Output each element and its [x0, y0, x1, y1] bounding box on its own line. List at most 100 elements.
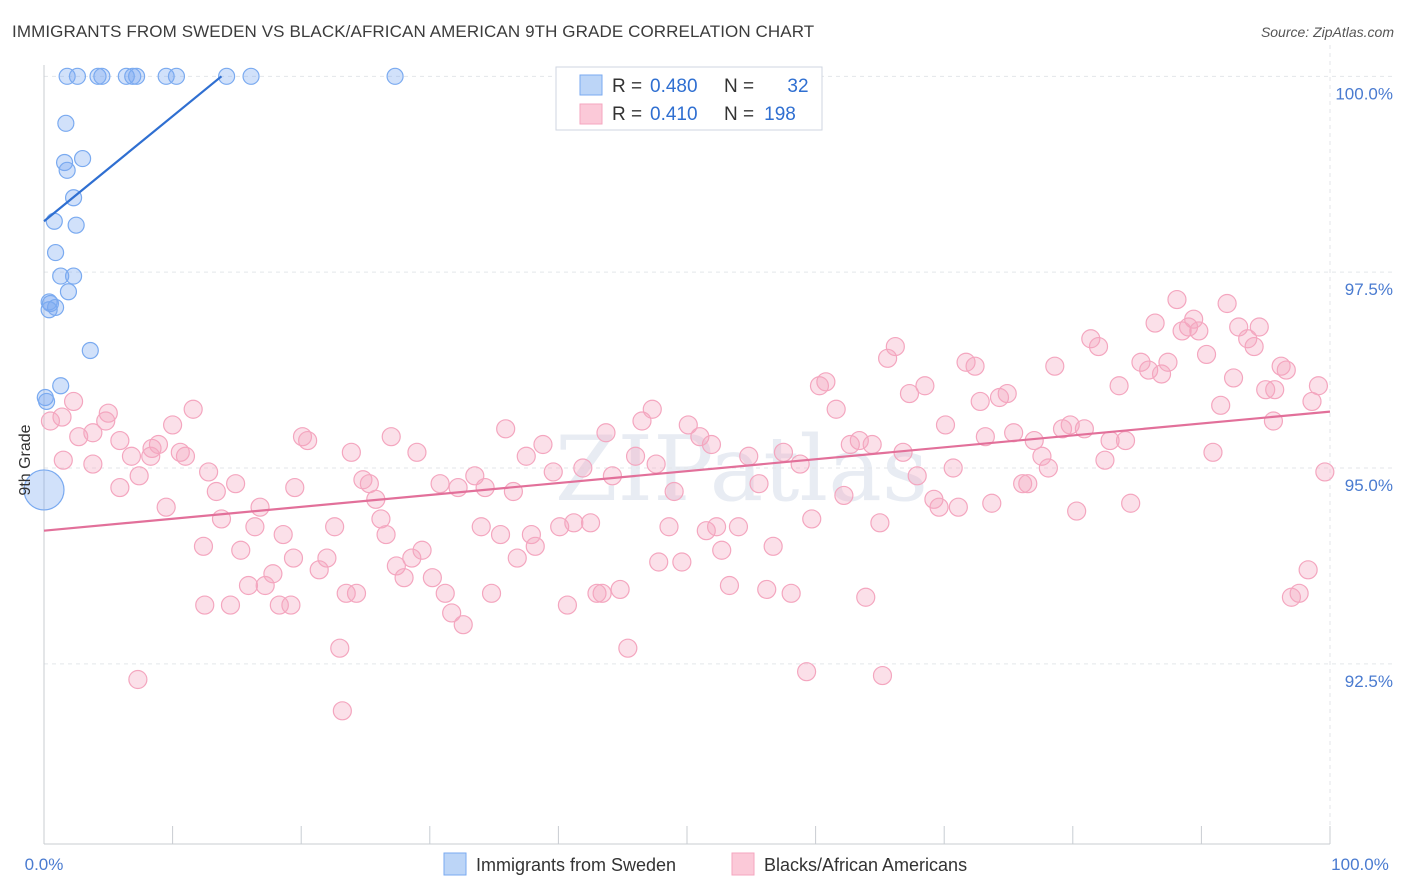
chart-title: IMMIGRANTS FROM SWEDEN VS BLACK/AFRICAN … — [12, 22, 815, 41]
point-black-122 — [885, 336, 905, 357]
point-black-135 — [975, 427, 995, 447]
point-black-52 — [376, 524, 396, 545]
point-sweden-1 — [68, 67, 87, 85]
point-black-171 — [1223, 368, 1244, 388]
point-black-96 — [690, 427, 710, 447]
point-black-6 — [98, 403, 118, 423]
point-black-2 — [63, 391, 84, 412]
point-black-84 — [596, 423, 616, 443]
point-black-178 — [1265, 380, 1285, 400]
point-black-144 — [1038, 458, 1058, 478]
point-black-165 — [1184, 309, 1204, 329]
point-black-47 — [346, 583, 367, 603]
legend-n-value-1: 32 — [787, 76, 808, 97]
point-sweden-15 — [58, 161, 76, 179]
point-black-11 — [129, 466, 149, 486]
point-sweden-26 — [40, 301, 58, 319]
point-black-67 — [475, 477, 495, 498]
point-black-191 — [646, 454, 666, 474]
point-black-82 — [580, 513, 601, 533]
point-sweden-20 — [52, 267, 70, 285]
series-legend: Immigrants from Sweden Blacks/African Am… — [443, 852, 967, 876]
point-black-69 — [490, 524, 511, 545]
point-black-12 — [110, 477, 130, 498]
point-black-131 — [948, 497, 968, 517]
point-black-24 — [206, 481, 226, 502]
point-black-70 — [496, 419, 516, 439]
point-sweden-22 — [59, 283, 78, 301]
y-tick-label-3: 92.5% — [1345, 672, 1393, 691]
point-black-14 — [141, 446, 161, 466]
point-sweden-2 — [89, 67, 107, 85]
legend-swatch-pink — [579, 103, 603, 125]
point-black-189 — [872, 665, 893, 686]
legend-swatch-blue — [579, 74, 603, 96]
point-black-8 — [83, 454, 103, 474]
axes — [43, 65, 1331, 845]
point-black-130 — [943, 458, 963, 478]
point-black-79 — [557, 595, 578, 615]
point-black-86 — [610, 579, 630, 600]
point-black-100 — [712, 540, 732, 560]
point-black-117 — [849, 430, 869, 451]
point-black-118 — [856, 587, 876, 607]
trend-lines — [43, 75, 1331, 532]
point-black-97 — [696, 521, 716, 541]
point-black-88 — [625, 446, 646, 466]
point-black-182 — [1289, 583, 1309, 603]
point-sweden-18 — [45, 212, 63, 230]
point-black-168 — [1203, 442, 1223, 462]
point-black-113 — [816, 372, 836, 392]
point-black-186 — [1315, 462, 1335, 482]
y-axis-label: 9th Grade — [17, 424, 34, 495]
point-black-32 — [255, 575, 275, 596]
point-black-162 — [1167, 289, 1187, 310]
bottom-legend-swatch-pink — [731, 852, 755, 876]
point-sweden-14 — [73, 149, 92, 168]
point-black-145 — [1045, 356, 1065, 376]
point-sweden-12 — [57, 114, 75, 132]
point-black-10 — [121, 446, 142, 466]
point-black-78 — [550, 517, 570, 537]
series-immigrants-from-sweden — [23, 67, 404, 511]
point-black-1 — [52, 407, 72, 427]
point-sweden-11 — [386, 67, 404, 85]
point-black-41 — [309, 560, 329, 580]
point-sweden-19 — [46, 243, 65, 262]
point-black-159 — [1145, 313, 1165, 333]
point-black-38 — [285, 477, 305, 498]
point-black-183 — [1298, 560, 1318, 580]
point-black-34 — [269, 595, 289, 615]
point-black-5 — [96, 411, 116, 431]
point-black-7 — [53, 450, 73, 470]
point-black-55 — [394, 568, 414, 588]
point-black-4 — [83, 423, 103, 443]
point-black-23 — [199, 462, 219, 482]
point-black-31 — [250, 497, 270, 517]
point-black-185 — [1308, 376, 1329, 396]
point-black-170 — [1217, 293, 1237, 314]
point-black-37 — [283, 548, 304, 568]
point-black-71 — [503, 481, 523, 502]
point-black-64 — [453, 615, 473, 635]
legend-r-value-1: 0.480 — [650, 76, 698, 97]
point-sweden-27 — [81, 341, 99, 360]
legend-n-label-2: N = — [724, 104, 754, 125]
point-black-40 — [298, 430, 318, 451]
point-black-114 — [826, 399, 846, 419]
point-black-128 — [929, 497, 949, 517]
y-tick-label-0: 100.0% — [1335, 84, 1393, 103]
point-black-133 — [965, 356, 985, 376]
point-sweden-6 — [127, 67, 146, 85]
y-tick-label-1: 97.5% — [1345, 280, 1393, 299]
point-sweden-3 — [93, 67, 111, 85]
point-black-0 — [40, 411, 61, 431]
point-black-15 — [148, 434, 169, 455]
point-black-94 — [672, 552, 692, 572]
y-tick-labels: 100.0% 97.5% 95.0% 92.5% — [1335, 84, 1393, 691]
point-black-16 — [156, 497, 176, 517]
point-black-98 — [701, 434, 722, 455]
point-black-167 — [1196, 344, 1217, 365]
point-black-87 — [618, 638, 638, 658]
